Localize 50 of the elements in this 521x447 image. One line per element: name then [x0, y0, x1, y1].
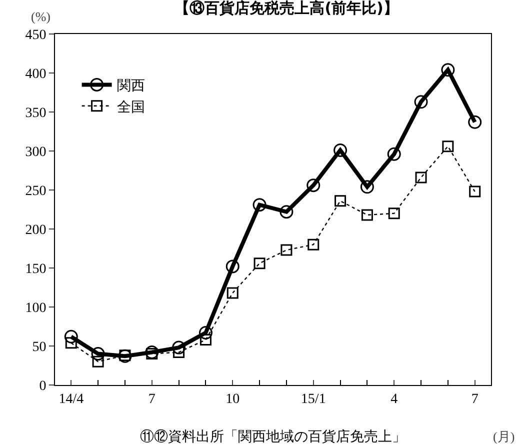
point — [92, 356, 104, 368]
x-tick-label: 4 — [390, 392, 398, 407]
point — [145, 345, 159, 359]
x-tick-label: 7 — [471, 392, 478, 407]
y-tick-label: 50 — [32, 340, 46, 355]
point — [415, 172, 427, 184]
point — [64, 330, 78, 344]
x-tick-label: 7 — [148, 392, 156, 407]
y-axis-title: (%) — [31, 9, 50, 24]
point — [388, 208, 400, 220]
point — [226, 260, 240, 274]
x-tick-label: 15/1 — [300, 392, 326, 407]
y-tick-label: 250 — [25, 184, 46, 199]
point — [360, 180, 374, 194]
text: ⑪⑫資料出所「関西地域の百貨店免売上」 — [140, 429, 406, 445]
point — [91, 347, 105, 361]
point — [65, 337, 77, 349]
point — [172, 340, 186, 354]
y-tick-label: 200 — [25, 222, 46, 238]
point — [198, 326, 212, 340]
point — [252, 198, 266, 212]
x-tick-label: 10 — [226, 392, 240, 407]
y-tick-label: 100 — [25, 300, 46, 316]
x-axis-title: (月) — [493, 429, 515, 444]
point — [442, 140, 454, 152]
x-tick-label: 14/4 — [58, 392, 84, 407]
chart-title: 【⑬百貨店免税売上高(前年比)】 — [174, 0, 398, 17]
y-tick-label: 450 — [25, 28, 46, 43]
legend-label: 関西 — [116, 78, 145, 94]
y-tick-label: 400 — [25, 66, 46, 82]
legend-label: 全国 — [116, 99, 145, 116]
y-tick-label: 150 — [25, 262, 46, 277]
point — [387, 147, 401, 161]
point — [306, 178, 320, 192]
point — [280, 205, 294, 219]
point — [280, 244, 292, 256]
y-tick-label: 350 — [25, 106, 46, 121]
y-tick-label: 0 — [39, 378, 46, 394]
point — [334, 143, 348, 157]
point — [226, 287, 238, 299]
point — [469, 186, 481, 198]
point — [361, 209, 373, 221]
point — [441, 63, 455, 77]
point — [468, 115, 482, 129]
point — [308, 238, 320, 250]
point — [414, 95, 428, 109]
point — [334, 195, 346, 207]
y-tick-label: 300 — [25, 144, 46, 160]
point — [200, 334, 212, 346]
point — [254, 258, 266, 270]
